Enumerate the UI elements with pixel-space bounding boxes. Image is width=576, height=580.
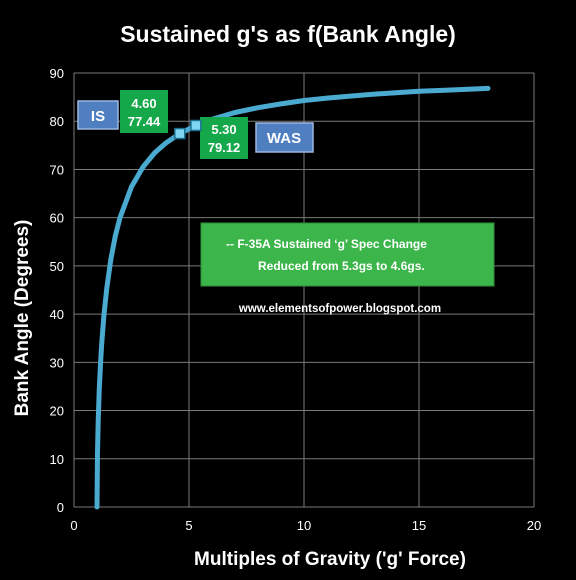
annotation-note: -- F-35A Sustained ‘g’ Spec Change Reduc… [200,222,495,287]
callout-is-y: 77.44 [128,114,161,129]
tag-label-is: IS [91,108,105,125]
point-marker-is [174,127,186,140]
y-tick-label: 80 [50,114,64,129]
annotation-line-2: Reduced from 5.3gs to 4.6gs. [258,259,425,273]
tag-box-is [77,100,119,130]
x-tick-label: 10 [297,518,311,533]
callout-is-x: 4.60 [131,96,156,111]
y-tick-label: 70 [50,162,64,177]
x-tick-label: 20 [527,518,541,533]
point-markers [174,119,202,140]
y-tick-label: 40 [50,307,64,322]
annotation-box [200,222,495,287]
y-tick-label: 30 [50,355,64,370]
callout-was-x: 5.30 [211,122,236,137]
x-tick-label: 0 [70,518,77,533]
x-tick-label: 15 [412,518,426,533]
marker-was-callout: 5.30 79.12 [200,117,248,159]
x-axis-title: Multiples of Gravity ('g' Force) [194,549,466,570]
source-text: www.elementsofpower.blogspot.com [238,303,441,315]
marker-is-tag: IS [77,100,119,130]
callout-box-is [120,90,168,133]
tick-labels: 0 10 20 30 40 50 60 70 80 90 0 5 10 15 20 [50,66,542,533]
y-tick-label: 10 [50,452,64,467]
y-tick-label: 60 [50,211,64,226]
point-marker-was [190,119,202,132]
tag-label-was: WAS [267,130,301,147]
y-tick-label: 50 [50,259,64,274]
series-line [94,85,491,510]
tag-box-was [255,122,314,153]
y-tick-label: 20 [50,404,64,419]
x-tick-label: 5 [185,518,192,533]
marker-is-callout: 4.60 77.44 [120,90,168,133]
callout-box-was [200,117,248,159]
chart-title: Sustained g's as f(Bank Angle) [120,21,456,47]
callout-was-y: 79.12 [208,140,241,155]
marker-was-tag: WAS [255,122,314,153]
annotation-line-1: -- F-35A Sustained ‘g’ Spec Change [226,237,427,251]
y-axis-title: Bank Angle (Degrees) [12,220,33,417]
y-tick-label: 0 [57,500,64,515]
y-tick-label: 90 [50,66,64,81]
